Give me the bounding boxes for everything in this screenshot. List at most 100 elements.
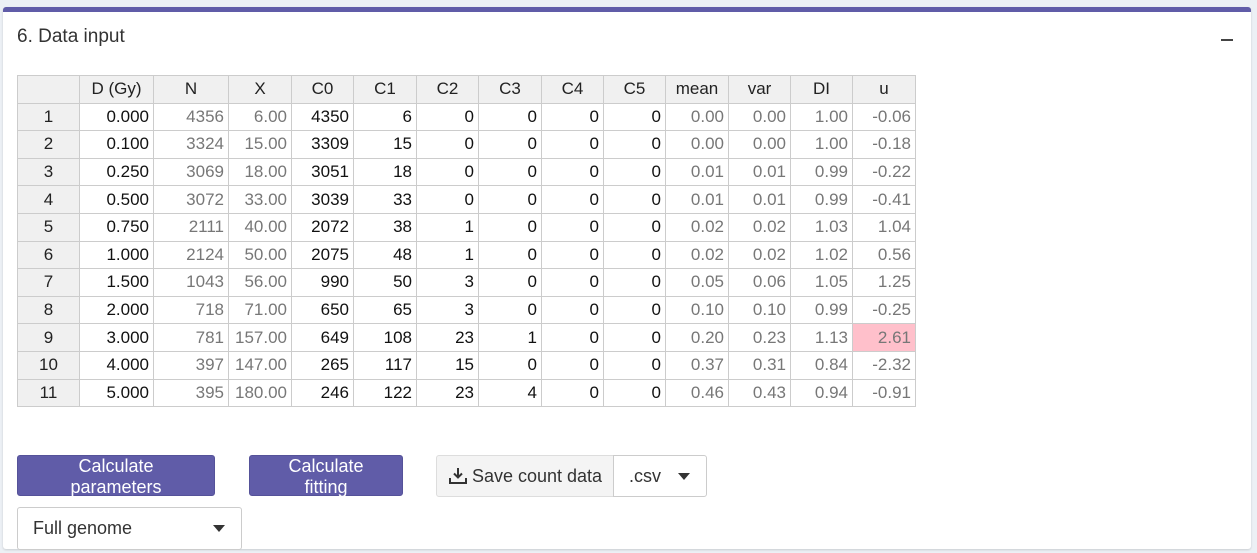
table-cell[interactable]: 0 <box>478 350 542 380</box>
table-cell[interactable]: 0 <box>603 268 666 297</box>
table-cell[interactable]: 0 <box>478 212 542 242</box>
table-cell[interactable]: 0 <box>478 185 542 214</box>
table-cell[interactable]: 990 <box>291 268 354 297</box>
table-row: 5 0.750 2111 40.00 2072 38 1 0 0 0 0.02 0.02 1.03 1.0… <box>17 212 916 242</box>
table-cell[interactable]: 0 <box>603 212 666 242</box>
table-cell[interactable]: 0 <box>603 378 666 408</box>
table-cell[interactable]: 15 <box>353 130 417 159</box>
table-cell[interactable]: 0.750 <box>79 212 154 242</box>
table-cell[interactable]: 0 <box>603 295 666 325</box>
table-cell[interactable]: 0.000 <box>79 102 154 132</box>
table-cell[interactable]: 0 <box>478 130 542 159</box>
table-cell: 1.13 <box>790 323 853 352</box>
table-cell[interactable]: 0 <box>541 350 604 380</box>
table-cell[interactable]: 1.500 <box>79 268 154 297</box>
table-cell[interactable]: 15 <box>416 350 479 380</box>
table-cell[interactable]: 0 <box>478 268 542 297</box>
table-cell: 395 <box>153 378 229 408</box>
minus-icon[interactable] <box>1217 30 1237 50</box>
table-cell[interactable]: 0 <box>541 130 604 159</box>
row-header-cell: 8 <box>17 295 80 325</box>
table-cell[interactable]: 2075 <box>291 240 354 270</box>
table-cell[interactable]: 0 <box>603 240 666 270</box>
table-row: 4 0.500 3072 33.00 3039 33 0 0 0 0 0.01 0.01 0.99 -0.… <box>17 185 916 214</box>
table-cell[interactable]: 6 <box>353 102 417 132</box>
table-cell[interactable]: 246 <box>291 378 354 408</box>
table-cell[interactable]: 0 <box>541 268 604 297</box>
table-cell[interactable]: 649 <box>291 323 354 352</box>
row-header-cell: 3 <box>17 157 80 187</box>
table-cell: 0.05 <box>665 268 729 297</box>
table-cell[interactable]: 0.100 <box>79 130 154 159</box>
table-cell[interactable]: 0 <box>541 295 604 325</box>
table-cell[interactable]: 0 <box>603 102 666 132</box>
genome-select[interactable]: Full genome <box>17 507 242 550</box>
column-header: D (Gy) <box>79 75 154 104</box>
table-cell: 2124 <box>153 240 229 270</box>
table-cell[interactable]: 1 <box>478 323 542 352</box>
table-cell: -0.41 <box>852 185 916 214</box>
row-header-cell: 4 <box>17 185 80 214</box>
table-cell: 50.00 <box>228 240 292 270</box>
table-cell[interactable]: 0 <box>541 323 604 352</box>
table-cell[interactable]: 0 <box>416 157 479 187</box>
table-cell[interactable]: 23 <box>416 378 479 408</box>
table-cell[interactable]: 0 <box>541 240 604 270</box>
table-cell[interactable]: 0 <box>478 295 542 325</box>
format-select[interactable]: .csv <box>613 455 707 497</box>
table-cell[interactable]: 4 <box>478 378 542 408</box>
table-cell[interactable]: 0 <box>416 102 479 132</box>
table-cell[interactable]: 0 <box>541 212 604 242</box>
table-cell[interactable]: 18 <box>353 157 417 187</box>
save-count-data-button[interactable]: Save count data <box>436 455 614 497</box>
table-cell[interactable]: 0 <box>541 185 604 214</box>
table-cell[interactable]: 0 <box>603 323 666 352</box>
row-header-cell: 2 <box>17 130 80 159</box>
table-cell[interactable]: 0 <box>603 350 666 380</box>
table-cell[interactable]: 0 <box>478 157 542 187</box>
table-cell[interactable]: 0 <box>541 378 604 408</box>
table-cell: 56.00 <box>228 268 292 297</box>
table-cell: 0.99 <box>790 185 853 214</box>
table-cell[interactable]: 3 <box>416 268 479 297</box>
calculate-parameters-button[interactable]: Calculate parameters <box>17 455 215 497</box>
table-cell[interactable]: 4350 <box>291 102 354 132</box>
table-cell[interactable]: 23 <box>416 323 479 352</box>
table-cell[interactable]: 0 <box>416 130 479 159</box>
table-cell[interactable]: 1 <box>416 240 479 270</box>
table-cell[interactable]: 122 <box>353 378 417 408</box>
table-cell[interactable]: 108 <box>353 323 417 352</box>
table-cell[interactable]: 3 <box>416 295 479 325</box>
table-cell[interactable]: 48 <box>353 240 417 270</box>
table-cell[interactable]: 3309 <box>291 130 354 159</box>
table-cell[interactable]: 3051 <box>291 157 354 187</box>
table-cell[interactable]: 3.000 <box>79 323 154 352</box>
table-cell[interactable]: 0 <box>603 157 666 187</box>
table-cell[interactable]: 33 <box>353 185 417 214</box>
table-cell[interactable]: 265 <box>291 350 354 380</box>
table-cell[interactable]: 0 <box>478 102 542 132</box>
table-cell[interactable]: 2072 <box>291 212 354 242</box>
table-cell[interactable]: 65 <box>353 295 417 325</box>
table-cell: 40.00 <box>228 212 292 242</box>
table-cell[interactable]: 2.000 <box>79 295 154 325</box>
table-cell[interactable]: 0 <box>416 185 479 214</box>
table-cell[interactable]: 0.250 <box>79 157 154 187</box>
table-cell[interactable]: 3039 <box>291 185 354 214</box>
table-cell[interactable]: 117 <box>353 350 417 380</box>
table-cell[interactable]: 0 <box>541 157 604 187</box>
table-cell[interactable]: 1 <box>416 212 479 242</box>
table-cell[interactable]: 4.000 <box>79 350 154 380</box>
table-cell[interactable]: 38 <box>353 212 417 242</box>
table-cell[interactable]: 50 <box>353 268 417 297</box>
table-cell[interactable]: 0 <box>603 185 666 214</box>
table-cell[interactable]: 0 <box>478 240 542 270</box>
table-cell[interactable]: 650 <box>291 295 354 325</box>
table-cell[interactable]: 0.500 <box>79 185 154 214</box>
calculate-fitting-button[interactable]: Calculate fitting <box>249 455 403 497</box>
table-cell[interactable]: 5.000 <box>79 378 154 408</box>
table-cell[interactable]: 0 <box>603 130 666 159</box>
table-cell[interactable]: 1.000 <box>79 240 154 270</box>
table-cell[interactable]: 0 <box>541 102 604 132</box>
table-cell: -0.06 <box>852 102 916 132</box>
